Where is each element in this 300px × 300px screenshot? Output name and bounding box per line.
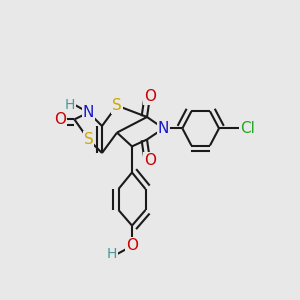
Text: S: S xyxy=(84,132,93,147)
Text: O: O xyxy=(54,112,66,127)
Text: S: S xyxy=(112,98,122,113)
Text: N: N xyxy=(83,105,94,120)
Text: O: O xyxy=(126,238,138,253)
Text: H: H xyxy=(106,247,117,261)
Text: O: O xyxy=(144,153,156,168)
Text: O: O xyxy=(144,89,156,104)
Text: H: H xyxy=(64,98,75,112)
Text: Cl: Cl xyxy=(240,121,255,136)
Text: N: N xyxy=(158,121,169,136)
